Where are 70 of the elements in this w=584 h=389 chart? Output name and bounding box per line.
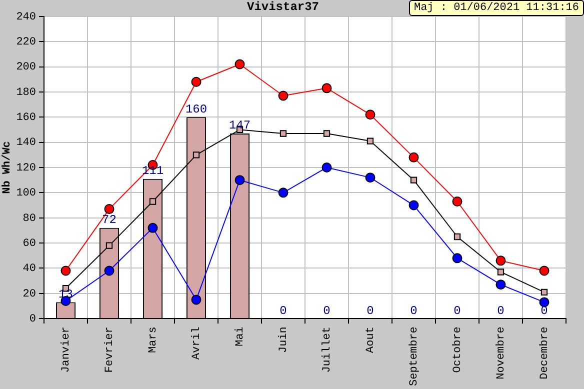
data-label: 0 <box>540 304 548 318</box>
point <box>496 256 506 266</box>
text: Maj : 01/06/2021 11:31:16 <box>408 0 584 16</box>
point <box>106 242 113 249</box>
y-tick-label: 60 <box>22 238 36 250</box>
point <box>148 222 158 233</box>
y-tick-label: 160 <box>16 112 36 124</box>
point <box>454 233 461 240</box>
y-tick-label: 0 <box>29 313 36 326</box>
point <box>60 266 71 276</box>
data-label: 0 <box>410 304 418 318</box>
x-tick-label: Aout <box>365 326 378 353</box>
point <box>323 130 330 137</box>
point <box>408 200 419 210</box>
y-tick-label: 80 <box>22 212 36 225</box>
data-label: 0 <box>323 304 330 318</box>
point <box>497 268 504 276</box>
point <box>104 266 114 276</box>
data-label: 0 <box>454 304 461 318</box>
y-tick-label: 20 <box>22 288 36 300</box>
x-tick-label: Janvier <box>60 326 73 373</box>
point <box>539 297 550 308</box>
point <box>365 172 376 183</box>
point <box>408 152 419 162</box>
point <box>366 138 374 144</box>
point <box>234 175 245 186</box>
x-tick-label: Octobre <box>452 326 464 373</box>
point <box>280 130 287 137</box>
data-label: 160 <box>185 102 208 116</box>
point <box>540 288 548 296</box>
point <box>149 198 156 205</box>
y-tick-label: 40 <box>22 263 36 276</box>
x-tick-label: Septembre <box>408 326 421 386</box>
y-tick-label: 200 <box>16 62 36 74</box>
x-tick-label: Mars <box>148 326 160 353</box>
point <box>191 294 202 305</box>
point <box>191 76 202 87</box>
x-tick-label: Juillet <box>322 326 334 373</box>
data-label: 0 <box>280 304 287 318</box>
y-tick-label: 140 <box>16 137 36 150</box>
y-tick-label: 100 <box>16 188 36 200</box>
point <box>496 280 506 290</box>
y-tick-label: 220 <box>16 36 36 48</box>
x-tick-label: Avril <box>191 326 204 360</box>
x-tick-label: Mai <box>234 326 247 346</box>
point <box>452 253 462 264</box>
x-tick-label: Fevrier <box>104 326 116 373</box>
data-label: 0 <box>497 304 504 318</box>
data-label: 0 <box>366 304 374 318</box>
point <box>234 59 245 70</box>
data-label: 72 <box>102 213 116 228</box>
point <box>452 196 462 206</box>
x-tick-label: Novembre <box>496 326 508 380</box>
y-tick-label: 180 <box>16 86 36 99</box>
point <box>104 204 114 214</box>
chart-title: Vivistar37 <box>246 0 320 14</box>
point <box>322 83 332 94</box>
x-tick-label: Juin <box>278 326 290 353</box>
point <box>192 152 200 158</box>
y-tick-label: 120 <box>16 162 36 174</box>
y-tick-label: 240 <box>16 11 36 24</box>
point <box>278 90 288 101</box>
point <box>539 266 550 276</box>
data-label: 147 <box>228 118 251 133</box>
x-tick-label: Decembre <box>539 326 552 380</box>
point <box>410 176 418 184</box>
point <box>322 162 332 172</box>
point <box>365 110 376 120</box>
y-axis-title: Nb Wh/Wc <box>1 141 14 194</box>
point <box>278 188 288 198</box>
